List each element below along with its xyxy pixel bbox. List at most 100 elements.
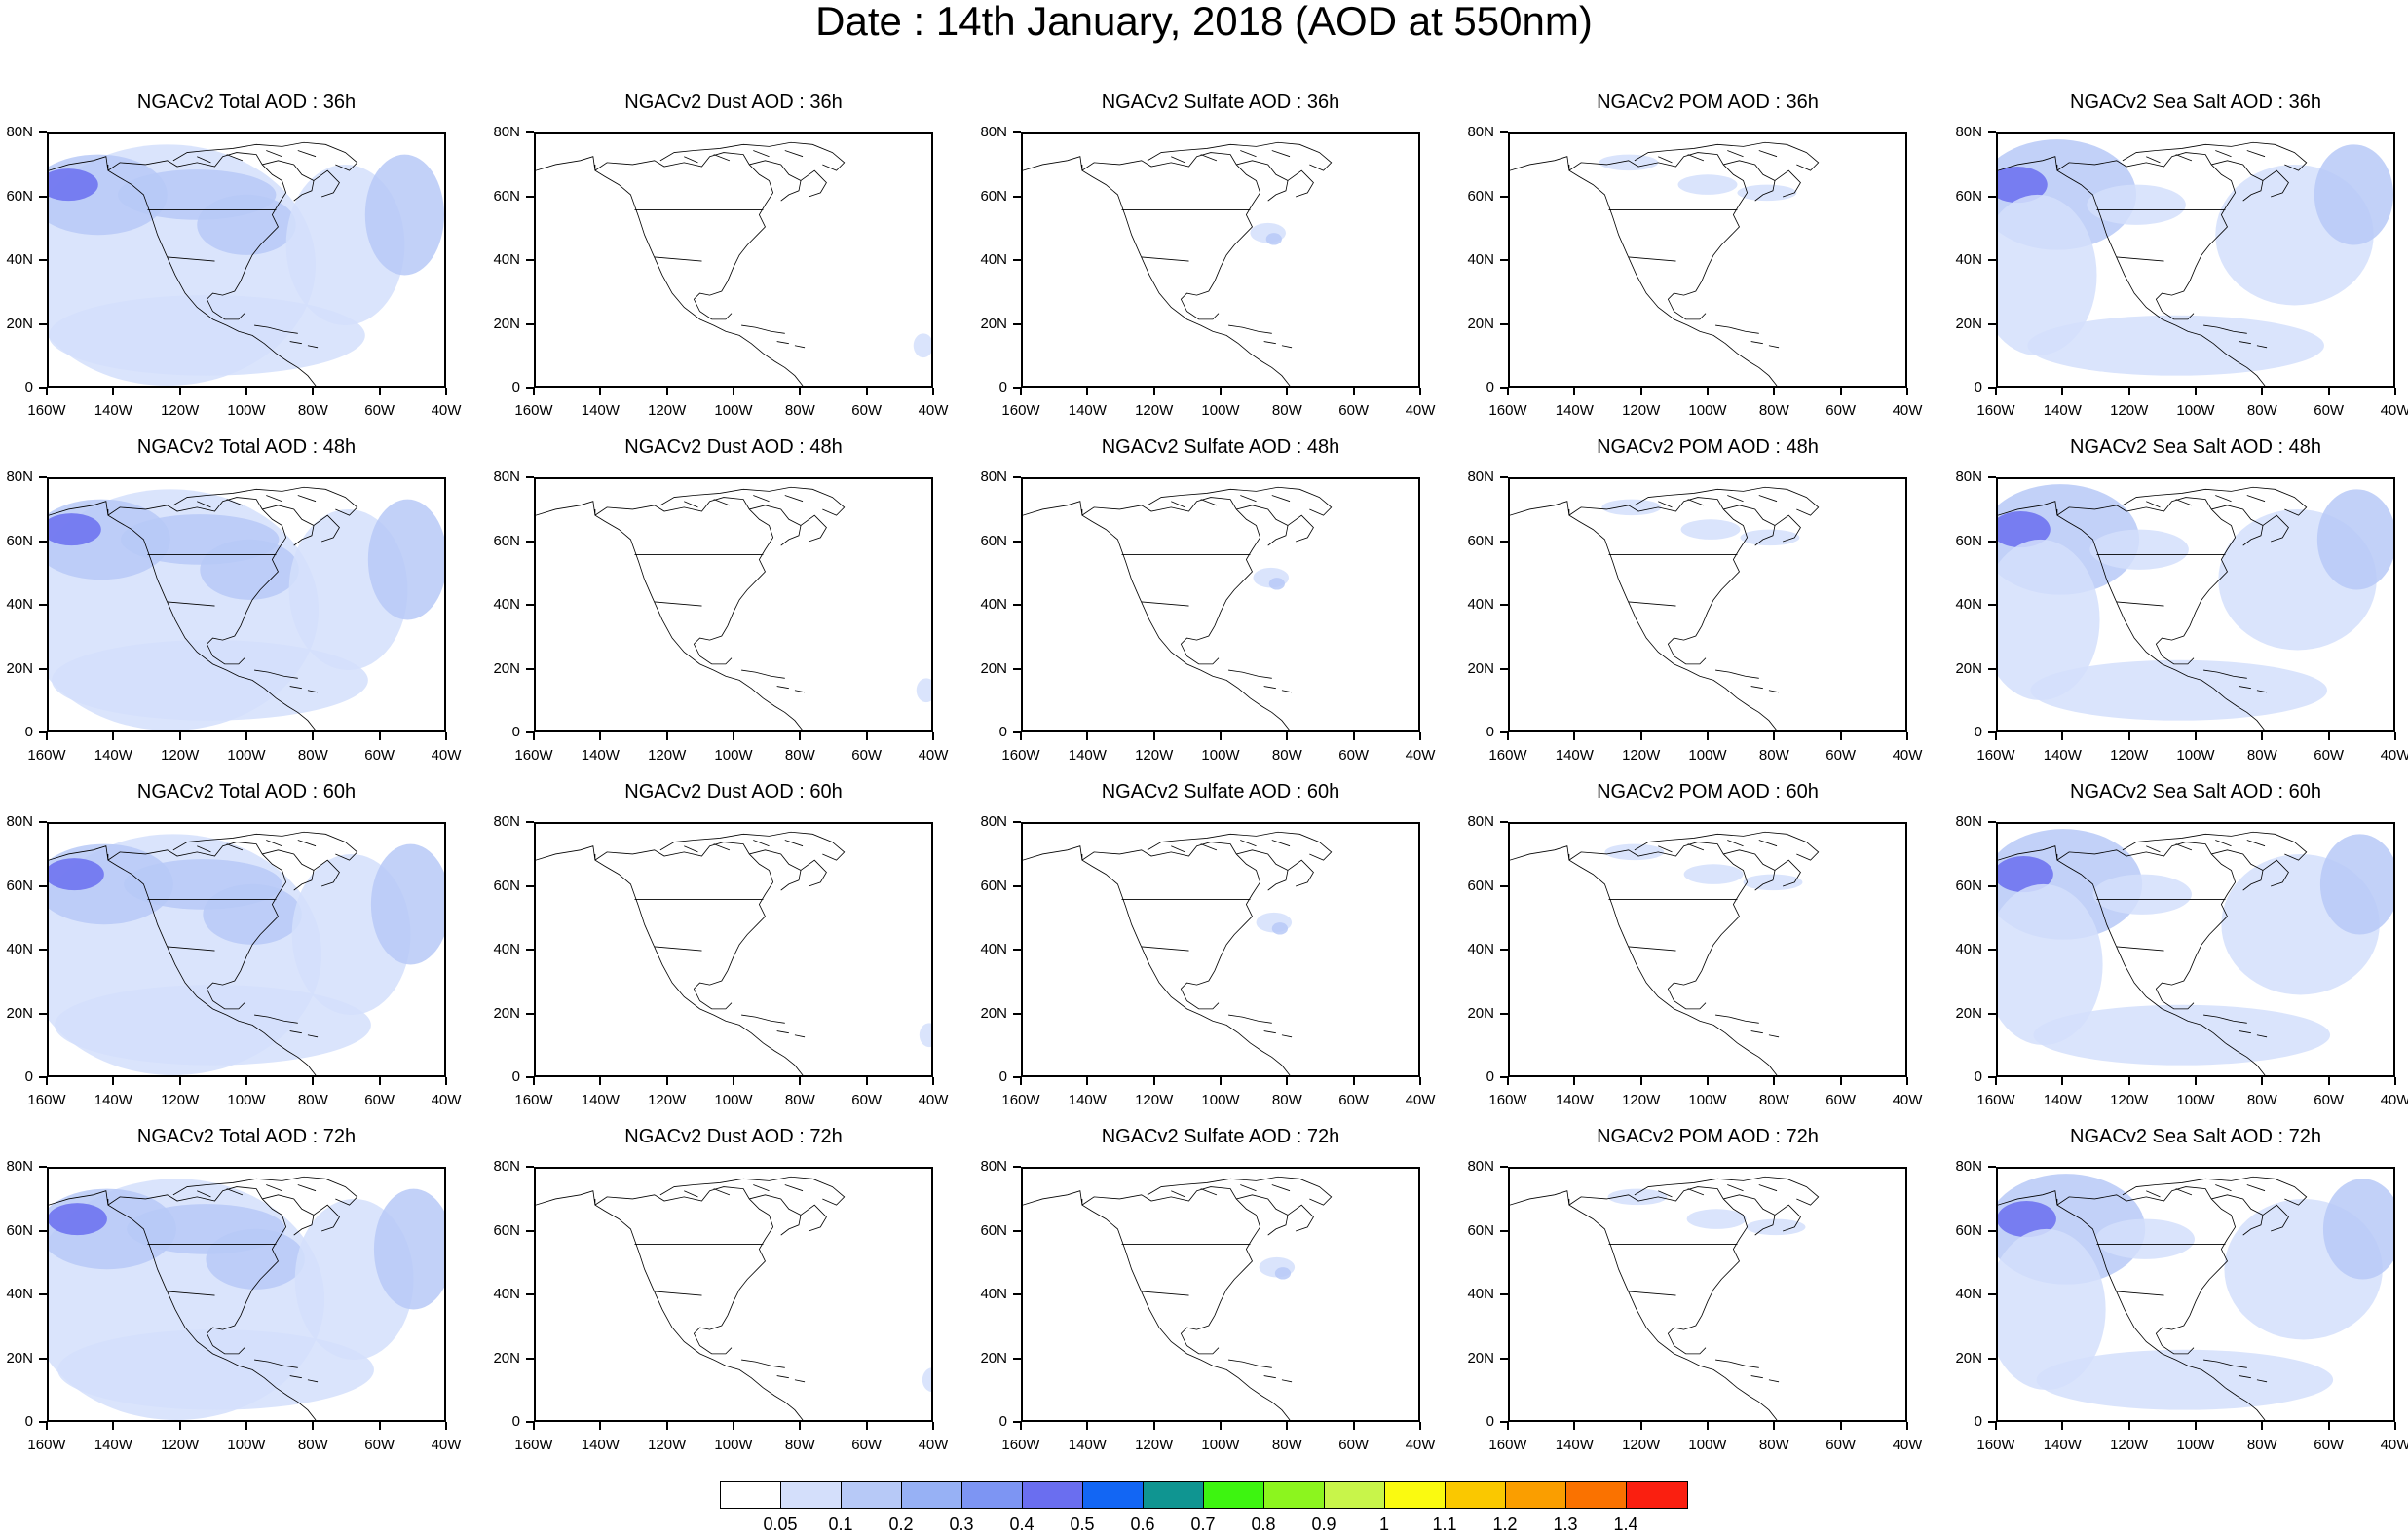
aod-field-shading <box>1998 1174 2393 1410</box>
lon-tick-label: 160W <box>1001 402 1040 419</box>
lon-tick-mark <box>46 732 48 740</box>
lon-tick-label: 160W <box>1001 1092 1040 1108</box>
map-panel-dust <box>534 822 933 1077</box>
lon-tick-label: 100W <box>714 1437 753 1453</box>
lat-tick-mark <box>39 259 47 261</box>
coastline-segment <box>1236 849 1289 891</box>
lat-tick-mark <box>526 884 534 887</box>
lon-tick-label: 120W <box>161 1092 200 1108</box>
lon-tick-mark <box>1152 1077 1155 1085</box>
panel-title: NGACv2 Sulfate AOD : 72h <box>1101 1126 1340 1147</box>
lon-tick-mark <box>1020 732 1022 740</box>
lat-tick-label: 80N <box>1467 124 1494 140</box>
map-panel-sulfate <box>1021 132 1420 388</box>
lat-tick-label: 40N <box>493 941 520 957</box>
lon-tick-label: 120W <box>2110 402 2149 419</box>
coastline-segment <box>684 840 804 853</box>
lon-tick-label: 40W <box>918 1437 949 1453</box>
lon-tick-mark <box>733 732 734 740</box>
lon-tick-label: 100W <box>1688 402 1727 419</box>
lon-tick-label: 140W <box>94 402 132 419</box>
lat-tick-mark <box>1013 884 1021 887</box>
lon-tick-mark <box>665 732 668 740</box>
lon-tick-label: 140W <box>581 747 620 764</box>
lon-tick-label: 40W <box>2380 1437 2408 1453</box>
lat-tick-label: 80N <box>493 468 520 485</box>
lat-tick-mark <box>526 1293 534 1295</box>
coastline <box>1998 486 2308 730</box>
coastline-segment <box>2211 1194 2264 1236</box>
panel-title: NGACv2 Sulfate AOD : 60h <box>1101 781 1340 803</box>
aod-field-shading <box>1998 484 2393 721</box>
aod-region <box>203 883 302 945</box>
lon-tick-mark <box>1352 1077 1355 1085</box>
aod-field-shading <box>49 1179 444 1420</box>
lon-tick-mark <box>2061 1077 2064 1085</box>
lat-tick-label: 20N <box>493 1349 520 1366</box>
coastline-segment <box>1236 160 1289 202</box>
colorbar-swatch <box>781 1482 842 1508</box>
lat-tick-mark <box>39 884 47 887</box>
lat-tick-mark <box>1988 387 1996 389</box>
lat-tick-mark <box>39 949 47 951</box>
coastline-segment <box>1634 1176 1820 1206</box>
lon-tick-mark <box>245 388 247 395</box>
lon-tick-mark <box>1419 1422 1421 1430</box>
aod-field-shading <box>1599 154 1797 202</box>
lat-tick-label: 80N <box>6 1158 33 1175</box>
coastline-segment <box>2211 849 2264 891</box>
lon-tick-mark <box>1839 1422 1842 1430</box>
lon-tick-label: 140W <box>94 1092 132 1108</box>
aod-field-shading <box>1259 1256 1296 1280</box>
lat-tick-mark <box>39 1293 47 1295</box>
lat-tick-label: 40N <box>1467 251 1494 268</box>
lon-tick-mark <box>599 1422 602 1430</box>
lat-tick-mark <box>1500 131 1508 133</box>
lon-tick-label: 100W <box>714 747 753 764</box>
lon-tick-mark <box>445 1077 447 1085</box>
lon-tick-label: 40W <box>918 1092 949 1108</box>
lon-tick-label: 160W <box>27 1437 66 1453</box>
panel-title: NGACv2 Sulfate AOD : 48h <box>1101 436 1340 458</box>
lon-tick-mark <box>1507 732 1509 740</box>
lon-tick-label: 120W <box>1135 1437 1174 1453</box>
coastline-segment <box>684 150 804 164</box>
lat-tick-mark <box>1013 821 1021 823</box>
coastline-segment <box>594 497 774 665</box>
lon-tick-label: 120W <box>2110 1092 2149 1108</box>
lon-tick-label: 160W <box>1976 402 2015 419</box>
aod-region <box>2314 144 2393 245</box>
lat-tick-label: 80N <box>6 468 33 485</box>
lat-tick-mark <box>1500 731 1508 733</box>
coastline-segment <box>1081 497 1261 665</box>
coastline-segment <box>594 152 774 320</box>
lon-tick-mark <box>799 732 802 740</box>
lat-tick-label: 60N <box>493 1221 520 1239</box>
coastline-segment <box>197 495 317 508</box>
lat-tick-mark <box>1013 131 1021 133</box>
aod-region <box>49 513 101 546</box>
lat-tick-mark <box>1500 821 1508 823</box>
lat-tick-label: 60N <box>6 877 33 894</box>
coastline-segment <box>1568 164 1738 262</box>
lat-tick-mark <box>526 1421 534 1423</box>
lat-tick-mark <box>1500 322 1508 325</box>
lon-tick-label: 100W <box>2176 402 2215 419</box>
lat-tick-label: 60N <box>6 532 33 549</box>
lon-tick-label: 40W <box>1405 402 1436 419</box>
lon-tick-mark <box>665 1422 668 1430</box>
lon-tick-label: 60W <box>851 402 883 419</box>
lon-tick-label: 160W <box>1488 1437 1527 1453</box>
lon-tick-mark <box>2195 732 2197 740</box>
lat-tick-label: 60N <box>6 1221 33 1239</box>
lon-tick-label: 120W <box>648 402 687 419</box>
coastline-segment <box>2122 1176 2308 1206</box>
aod-region <box>49 1203 107 1236</box>
lat-tick-mark <box>1013 1357 1021 1360</box>
coastline-segment <box>2146 495 2266 508</box>
lon-tick-label: 80W <box>2246 1092 2277 1108</box>
aod-region <box>1998 856 2053 893</box>
lat-tick-label: 20N <box>980 1004 1007 1022</box>
coastline-segment <box>1715 324 1780 349</box>
lat-tick-label: 20N <box>6 1349 33 1366</box>
